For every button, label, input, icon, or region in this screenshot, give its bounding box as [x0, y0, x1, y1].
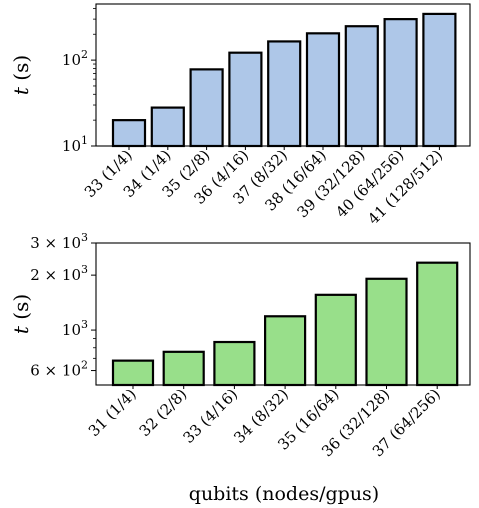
bar: [162, 350, 205, 387]
bar: [314, 293, 357, 387]
bar: [264, 315, 307, 387]
bar: [383, 18, 418, 148]
bar: [365, 277, 408, 387]
plot-frame: [95, 3, 471, 147]
bar: [189, 68, 224, 148]
y-axis-label: t (s): [9, 55, 33, 95]
bar: [267, 40, 302, 148]
x-tick-label: 33 (4/16): [180, 385, 242, 447]
y-tick-label: 6 × 102: [30, 359, 88, 380]
bar: [305, 32, 341, 148]
bar: [228, 51, 263, 148]
x-tick-label: 31 (1/4): [85, 385, 140, 440]
bar: [422, 12, 457, 148]
plot-frame: [95, 242, 471, 386]
y-axis-label: t (s): [9, 294, 33, 334]
bar: [344, 25, 379, 148]
bar: [213, 340, 256, 387]
bar: [111, 359, 155, 387]
bar: [416, 261, 459, 387]
y-tick-label: 103: [62, 318, 88, 339]
y-tick-label: 101: [62, 134, 88, 155]
bar: [150, 106, 185, 148]
y-tick-label: 3 × 103: [30, 231, 88, 252]
bar: [111, 119, 147, 148]
y-tick-label: 2 × 103: [30, 263, 88, 284]
x-axis-label: qubits (nodes/gpus): [189, 483, 379, 505]
y-tick-label: 102: [62, 48, 88, 69]
